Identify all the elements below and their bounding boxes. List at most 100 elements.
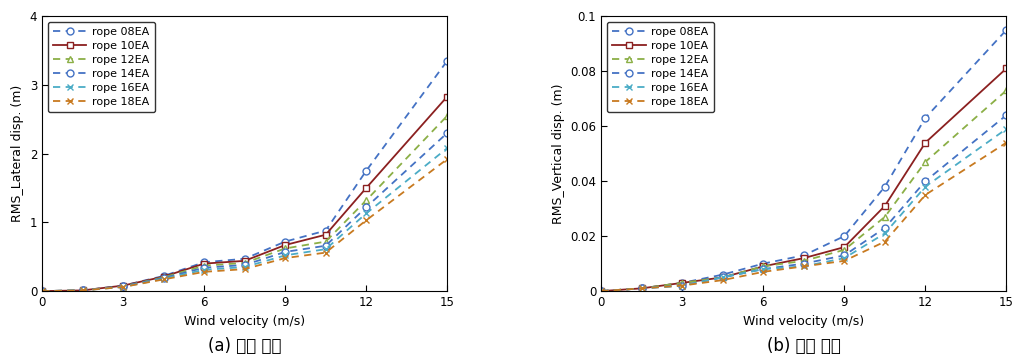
rope 14EA <box>360 205 372 209</box>
rope 10EA <box>36 289 48 293</box>
rope 16EA <box>596 289 608 293</box>
rope 08EA <box>797 253 810 257</box>
rope 16EA <box>757 267 770 271</box>
rope 16EA <box>36 289 48 293</box>
Legend: rope 08EA, rope 10EA, rope 12EA, rope 14EA, rope 16EA, rope 18EA: rope 08EA, rope 10EA, rope 12EA, rope 14… <box>47 22 155 112</box>
rope 16EA <box>77 288 89 293</box>
rope 08EA <box>919 116 932 120</box>
rope 10EA <box>636 286 648 290</box>
rope 08EA <box>757 262 770 266</box>
rope 18EA <box>797 264 810 268</box>
rope 12EA <box>878 215 891 219</box>
Line: rope 14EA: rope 14EA <box>598 111 1010 295</box>
rope 14EA <box>239 263 251 267</box>
rope 16EA <box>1000 127 1013 131</box>
Line: rope 12EA: rope 12EA <box>39 112 451 295</box>
rope 18EA <box>716 278 729 282</box>
rope 12EA <box>77 288 89 293</box>
rope 16EA <box>117 285 129 289</box>
rope 14EA <box>757 267 770 271</box>
rope 08EA <box>320 229 332 233</box>
rope 14EA <box>117 284 129 288</box>
rope 18EA <box>838 259 851 263</box>
rope 14EA <box>36 289 48 293</box>
rope 16EA <box>919 185 932 189</box>
rope 10EA <box>441 94 453 99</box>
rope 18EA <box>757 270 770 274</box>
Line: rope 14EA: rope 14EA <box>39 130 451 295</box>
X-axis label: Wind velocity (m/s): Wind velocity (m/s) <box>743 315 864 328</box>
rope 12EA <box>320 240 332 244</box>
Line: rope 10EA: rope 10EA <box>39 93 451 295</box>
rope 08EA <box>158 274 170 278</box>
rope 14EA <box>596 289 608 293</box>
rope 14EA <box>198 266 210 270</box>
rope 18EA <box>36 289 48 293</box>
rope 10EA <box>198 262 210 266</box>
rope 08EA <box>279 240 291 244</box>
Line: rope 10EA: rope 10EA <box>598 65 1010 295</box>
rope 10EA <box>596 289 608 293</box>
Line: rope 12EA: rope 12EA <box>598 87 1010 295</box>
Line: rope 18EA: rope 18EA <box>39 155 451 295</box>
rope 12EA <box>360 198 372 202</box>
rope 18EA <box>320 251 332 255</box>
rope 14EA <box>878 226 891 230</box>
rope 08EA <box>117 284 129 288</box>
rope 08EA <box>676 281 689 285</box>
rope 14EA <box>636 286 648 290</box>
Y-axis label: RMS_Lateral disp. (m): RMS_Lateral disp. (m) <box>11 85 25 222</box>
rope 10EA <box>716 275 729 279</box>
rope 14EA <box>279 250 291 254</box>
Line: rope 08EA: rope 08EA <box>39 57 451 295</box>
rope 12EA <box>797 259 810 263</box>
Legend: rope 08EA, rope 10EA, rope 12EA, rope 14EA, rope 16EA, rope 18EA: rope 08EA, rope 10EA, rope 12EA, rope 14… <box>607 22 714 112</box>
rope 18EA <box>77 288 89 293</box>
rope 16EA <box>676 284 689 288</box>
rope 18EA <box>198 270 210 274</box>
rope 08EA <box>36 289 48 293</box>
rope 18EA <box>117 285 129 289</box>
rope 14EA <box>158 276 170 280</box>
rope 10EA <box>239 259 251 263</box>
rope 08EA <box>838 234 851 238</box>
rope 12EA <box>117 284 129 288</box>
rope 18EA <box>596 289 608 293</box>
rope 12EA <box>636 286 648 290</box>
rope 08EA <box>198 260 210 264</box>
rope 10EA <box>757 264 770 268</box>
rope 10EA <box>919 141 932 145</box>
rope 10EA <box>158 274 170 279</box>
rope 14EA <box>919 179 932 183</box>
Text: (a) 수평 변위: (a) 수평 변위 <box>208 338 282 355</box>
rope 18EA <box>279 256 291 260</box>
rope 16EA <box>198 268 210 272</box>
rope 12EA <box>596 289 608 293</box>
rope 10EA <box>797 256 810 260</box>
rope 12EA <box>239 261 251 265</box>
Text: (b) 수직 변위: (b) 수직 변위 <box>767 338 840 355</box>
rope 10EA <box>676 281 689 285</box>
Line: rope 16EA: rope 16EA <box>598 125 1010 295</box>
rope 08EA <box>636 286 648 290</box>
rope 16EA <box>636 286 648 290</box>
rope 12EA <box>757 264 770 268</box>
rope 16EA <box>441 146 453 150</box>
rope 10EA <box>1000 66 1013 71</box>
rope 16EA <box>838 256 851 260</box>
rope 08EA <box>441 59 453 63</box>
rope 10EA <box>360 186 372 190</box>
rope 12EA <box>716 275 729 279</box>
rope 14EA <box>716 275 729 279</box>
rope 12EA <box>198 263 210 268</box>
rope 10EA <box>117 284 129 288</box>
rope 14EA <box>320 244 332 248</box>
rope 18EA <box>636 286 648 290</box>
Line: rope 16EA: rope 16EA <box>39 144 451 295</box>
rope 12EA <box>36 289 48 293</box>
rope 14EA <box>77 288 89 293</box>
rope 10EA <box>279 243 291 247</box>
rope 12EA <box>838 248 851 252</box>
rope 08EA <box>596 289 608 293</box>
rope 14EA <box>676 284 689 288</box>
